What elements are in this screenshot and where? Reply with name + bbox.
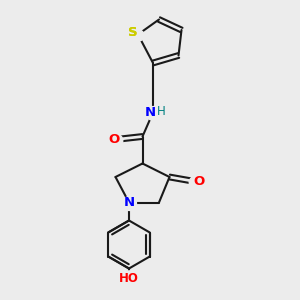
Text: O: O: [108, 133, 120, 146]
Text: H: H: [157, 105, 166, 119]
Text: S: S: [128, 26, 137, 40]
Text: O: O: [194, 175, 205, 188]
Text: S: S: [128, 26, 137, 40]
Text: HO: HO: [119, 272, 139, 285]
Text: N: N: [123, 196, 135, 209]
Text: N: N: [144, 106, 156, 119]
